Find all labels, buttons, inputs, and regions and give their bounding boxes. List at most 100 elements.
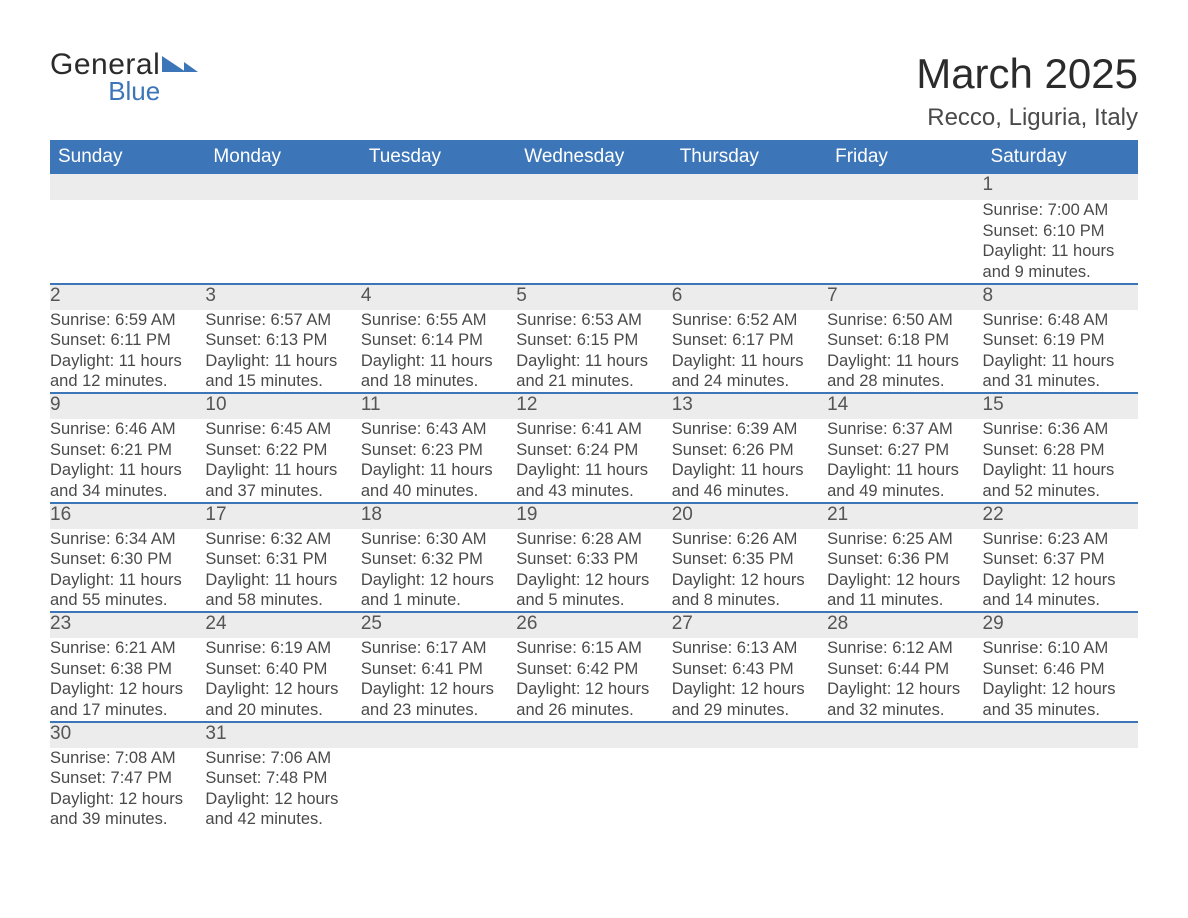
day-sunset-label: Sunset: 6:38 PM: [50, 659, 205, 680]
day-detail-cell: Sunrise: 6:32 AMSunset: 6:31 PMDaylight:…: [205, 529, 360, 613]
day-number-cell: 19: [516, 503, 671, 529]
day-d1-label: Daylight: 11 hours: [983, 351, 1138, 372]
day-detail-cell: [205, 200, 360, 284]
day-sunset-label: Sunset: 6:10 PM: [983, 221, 1138, 242]
day-detail-cell: Sunrise: 6:55 AMSunset: 6:14 PMDaylight:…: [361, 310, 516, 394]
day-sunset-label: Sunset: 6:30 PM: [50, 549, 205, 570]
day-sunrise-label: Sunrise: 7:00 AM: [983, 200, 1138, 221]
day-number-cell: [361, 722, 516, 748]
day-d2-label: and 1 minute.: [361, 590, 516, 611]
day-number-cell: 11: [361, 393, 516, 419]
day-sunrise-label: Sunrise: 6:34 AM: [50, 529, 205, 550]
day-number-row: 9101112131415: [50, 393, 1138, 419]
day-number-row: 23242526272829: [50, 612, 1138, 638]
day-detail-cell: Sunrise: 6:37 AMSunset: 6:27 PMDaylight:…: [827, 419, 982, 503]
day-d1-label: Daylight: 12 hours: [205, 679, 360, 700]
day-detail-cell: Sunrise: 6:10 AMSunset: 6:46 PMDaylight:…: [983, 638, 1138, 722]
day-number-cell: 17: [205, 503, 360, 529]
day-d1-label: Daylight: 12 hours: [827, 570, 982, 591]
day-sunrise-label: Sunrise: 6:32 AM: [205, 529, 360, 550]
day-sunset-label: Sunset: 6:36 PM: [827, 549, 982, 570]
day-number-cell: [983, 722, 1138, 748]
day-d1-label: Daylight: 12 hours: [827, 679, 982, 700]
day-d1-label: Daylight: 12 hours: [672, 570, 827, 591]
day-detail-cell: Sunrise: 6:39 AMSunset: 6:26 PMDaylight:…: [672, 419, 827, 503]
day-sunset-label: Sunset: 6:32 PM: [361, 549, 516, 570]
day-sunset-label: Sunset: 6:19 PM: [983, 330, 1138, 351]
day-detail-cell: Sunrise: 6:25 AMSunset: 6:36 PMDaylight:…: [827, 529, 982, 613]
day-number-cell: 14: [827, 393, 982, 419]
day-detail-cell: [50, 200, 205, 284]
day-number-cell: [672, 722, 827, 748]
day-detail-cell: Sunrise: 6:57 AMSunset: 6:13 PMDaylight:…: [205, 310, 360, 394]
day-number-row: 16171819202122: [50, 503, 1138, 529]
day-sunset-label: Sunset: 6:14 PM: [361, 330, 516, 351]
day-sunset-label: Sunset: 6:24 PM: [516, 440, 671, 461]
day-detail-cell: [827, 200, 982, 284]
day-d1-label: Daylight: 12 hours: [516, 570, 671, 591]
day-d1-label: Daylight: 12 hours: [516, 679, 671, 700]
day-d2-label: and 55 minutes.: [50, 590, 205, 611]
day-d2-label: and 34 minutes.: [50, 481, 205, 502]
day-d2-label: and 43 minutes.: [516, 481, 671, 502]
day-sunset-label: Sunset: 6:26 PM: [672, 440, 827, 461]
day-sunrise-label: Sunrise: 6:37 AM: [827, 419, 982, 440]
day-detail-cell: [516, 200, 671, 284]
day-number-cell: 22: [983, 503, 1138, 529]
day-sunrise-label: Sunrise: 6:15 AM: [516, 638, 671, 659]
day-number-cell: 1: [983, 174, 1138, 200]
day-number-cell: 23: [50, 612, 205, 638]
day-sunrise-label: Sunrise: 6:48 AM: [983, 310, 1138, 331]
day-d2-label: and 20 minutes.: [205, 700, 360, 721]
day-d1-label: Daylight: 11 hours: [516, 460, 671, 481]
day-d2-label: and 35 minutes.: [983, 700, 1138, 721]
day-detail-cell: [361, 748, 516, 831]
day-sunrise-label: Sunrise: 6:28 AM: [516, 529, 671, 550]
day-detail-cell: Sunrise: 7:08 AMSunset: 7:47 PMDaylight:…: [50, 748, 205, 831]
day-d1-label: Daylight: 11 hours: [827, 351, 982, 372]
day-number-cell: 28: [827, 612, 982, 638]
day-d1-label: Daylight: 11 hours: [361, 351, 516, 372]
day-number-cell: [827, 174, 982, 200]
day-sunrise-label: Sunrise: 6:57 AM: [205, 310, 360, 331]
day-sunset-label: Sunset: 6:35 PM: [672, 549, 827, 570]
day-sunrise-label: Sunrise: 6:21 AM: [50, 638, 205, 659]
day-d1-label: Daylight: 11 hours: [983, 460, 1138, 481]
day-sunset-label: Sunset: 6:23 PM: [361, 440, 516, 461]
day-detail-cell: Sunrise: 6:36 AMSunset: 6:28 PMDaylight:…: [983, 419, 1138, 503]
weekday-header: Sunday: [50, 140, 205, 174]
day-sunset-label: Sunset: 6:41 PM: [361, 659, 516, 680]
day-d2-label: and 15 minutes.: [205, 371, 360, 392]
day-sunrise-label: Sunrise: 6:59 AM: [50, 310, 205, 331]
day-sunrise-label: Sunrise: 6:53 AM: [516, 310, 671, 331]
day-d1-label: Daylight: 11 hours: [50, 460, 205, 481]
day-detail-cell: [361, 200, 516, 284]
weekday-header: Tuesday: [361, 140, 516, 174]
day-sunset-label: Sunset: 6:22 PM: [205, 440, 360, 461]
day-d2-label: and 49 minutes.: [827, 481, 982, 502]
weekday-header: Monday: [205, 140, 360, 174]
day-d2-label: and 8 minutes.: [672, 590, 827, 611]
calendar-table: Sunday Monday Tuesday Wednesday Thursday…: [50, 140, 1138, 830]
day-d2-label: and 58 minutes.: [205, 590, 360, 611]
day-number-cell: 20: [672, 503, 827, 529]
day-detail-cell: Sunrise: 7:00 AMSunset: 6:10 PMDaylight:…: [983, 200, 1138, 284]
day-d1-label: Daylight: 12 hours: [205, 789, 360, 810]
brand-word-2: Blue: [50, 78, 160, 104]
day-detail-row: Sunrise: 6:46 AMSunset: 6:21 PMDaylight:…: [50, 419, 1138, 503]
day-sunset-label: Sunset: 6:18 PM: [827, 330, 982, 351]
day-d2-label: and 28 minutes.: [827, 371, 982, 392]
day-sunrise-label: Sunrise: 6:52 AM: [672, 310, 827, 331]
day-d1-label: Daylight: 12 hours: [50, 679, 205, 700]
day-d1-label: Daylight: 12 hours: [672, 679, 827, 700]
day-d2-label: and 21 minutes.: [516, 371, 671, 392]
day-number-cell: 13: [672, 393, 827, 419]
day-d2-label: and 31 minutes.: [983, 371, 1138, 392]
day-sunrise-label: Sunrise: 6:23 AM: [983, 529, 1138, 550]
day-sunrise-label: Sunrise: 6:46 AM: [50, 419, 205, 440]
day-sunrise-label: Sunrise: 6:10 AM: [983, 638, 1138, 659]
day-sunset-label: Sunset: 6:11 PM: [50, 330, 205, 351]
brand-shape-icon: [184, 62, 198, 72]
day-detail-cell: Sunrise: 6:13 AMSunset: 6:43 PMDaylight:…: [672, 638, 827, 722]
day-detail-cell: Sunrise: 7:06 AMSunset: 7:48 PMDaylight:…: [205, 748, 360, 831]
